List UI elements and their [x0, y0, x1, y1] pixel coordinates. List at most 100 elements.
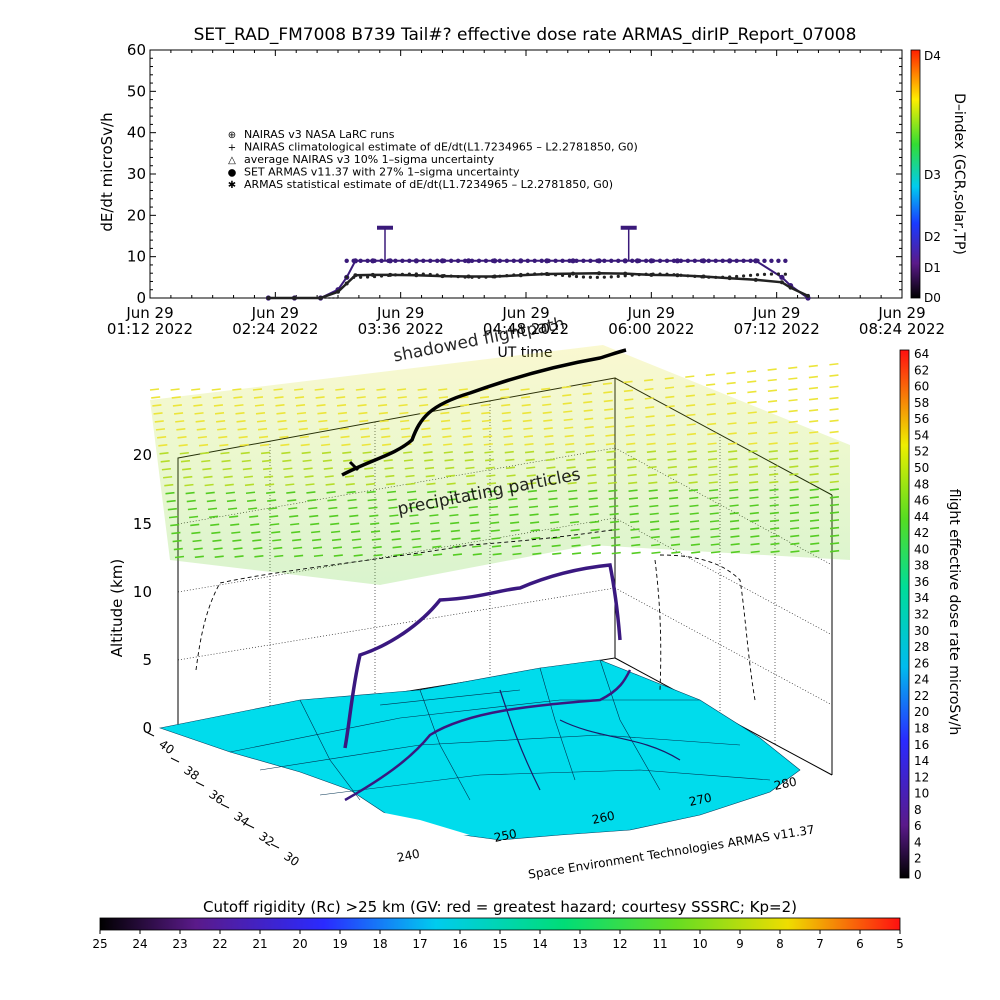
stat-marker — [505, 273, 509, 278]
dose-rate-tick-label: 36 — [914, 575, 929, 589]
particle-dash — [318, 419, 328, 423]
particle-dash — [419, 403, 429, 407]
dose-rate-tick-label: 28 — [914, 640, 929, 654]
top-y-tick-label: 40 — [127, 124, 146, 142]
top-x-tick-date: Jun 29 — [501, 304, 549, 322]
particle-dash — [749, 519, 760, 523]
dose-rate-tick-label: 64 — [914, 347, 929, 361]
particle-dash — [523, 427, 533, 430]
particle-dash — [347, 498, 357, 502]
particle-dash — [209, 515, 219, 519]
armas-marker — [400, 258, 405, 263]
particle-dash — [808, 375, 818, 379]
cutoff-rigidity-colorbar-group: Cutoff rigidity (Rc) >25 km (GV: red = g… — [92, 898, 903, 951]
armas-marker — [609, 258, 614, 263]
particle-dash — [309, 514, 319, 518]
series-point-1 — [788, 285, 793, 290]
particle-dash — [668, 481, 678, 484]
stat-marker — [540, 272, 544, 276]
particle-dash — [584, 426, 594, 429]
particle-dash — [486, 474, 496, 478]
altitude-tick-label: 10 — [133, 583, 152, 601]
stat-marker — [588, 275, 593, 279]
particle-dash — [571, 552, 582, 555]
particle-dash — [526, 466, 536, 470]
particle-dash — [687, 458, 697, 461]
particle-dash — [463, 443, 473, 446]
particle-dash — [506, 474, 516, 477]
stat-marker — [783, 272, 787, 276]
particle-dash — [361, 443, 371, 447]
latitude-tick-label: 38 — [181, 763, 202, 783]
stat-marker — [345, 275, 349, 279]
particle-dash — [294, 396, 305, 399]
particle-dash — [253, 547, 263, 550]
dose-rate-tick-label: 14 — [914, 754, 929, 768]
particle-dash — [462, 427, 472, 431]
stat-marker — [512, 273, 516, 277]
cutoff-tick-label: 25 — [92, 937, 107, 951]
particle-dash — [748, 432, 758, 435]
particle-dash — [213, 547, 223, 550]
particle-dash — [472, 545, 482, 548]
particle-dash — [366, 490, 376, 494]
particle-dash — [362, 451, 372, 454]
armas-marker — [435, 258, 440, 263]
dose-rate-tick-label: 30 — [914, 624, 929, 638]
particle-dash — [666, 433, 676, 436]
particle-dash — [503, 435, 513, 438]
stat-marker — [400, 272, 405, 277]
particle-dash — [769, 496, 779, 499]
dose-rate-tick-label: 26 — [914, 656, 929, 670]
particle-dash — [293, 546, 303, 550]
particle-dash — [450, 521, 460, 525]
cutoff-tick-label: 16 — [452, 937, 467, 951]
particle-dash — [305, 483, 315, 486]
particle-dash — [809, 465, 819, 468]
particle-dash — [809, 431, 819, 434]
particle-dash — [340, 435, 350, 439]
series-point-0 — [465, 258, 472, 264]
particle-dash — [808, 364, 818, 368]
armas-marker — [636, 258, 642, 263]
particle-dash — [730, 535, 740, 538]
particle-dash — [809, 480, 819, 484]
particle-dash — [706, 393, 716, 396]
particle-dash — [809, 472, 819, 476]
armas-marker — [351, 258, 356, 263]
particle-dash — [730, 550, 740, 554]
particle-dash — [230, 523, 240, 526]
particle-dash — [686, 404, 696, 407]
particle-dash — [688, 489, 699, 492]
armas-marker — [393, 258, 398, 263]
armas-marker — [365, 258, 370, 263]
dose-rate-tick-label: 58 — [914, 396, 929, 410]
particle-dash — [789, 503, 799, 507]
particle-dash — [462, 435, 472, 438]
particle-dash — [768, 421, 778, 424]
stat-marker — [672, 273, 676, 277]
stat-marker — [526, 272, 530, 276]
stat-marker — [700, 275, 704, 279]
particle-dash — [261, 459, 272, 463]
particle-dash — [379, 419, 389, 423]
particle-dash — [543, 419, 553, 422]
particle-dash — [350, 530, 361, 534]
particle-dash — [569, 513, 579, 516]
particle-dash — [396, 388, 407, 391]
particle-dash — [348, 506, 358, 510]
particle-dash — [447, 498, 458, 501]
latitude-tick-mark — [270, 843, 280, 849]
particle-dash — [192, 539, 202, 543]
particle-dash — [770, 534, 780, 538]
particle-dash — [542, 403, 552, 407]
particle-dash — [631, 551, 641, 555]
series-point-1 — [753, 277, 758, 282]
particle-dash — [809, 457, 819, 461]
top-x-tick-date: Jun 29 — [627, 304, 675, 322]
particle-dash — [308, 506, 318, 510]
particle-dash — [648, 497, 659, 500]
particle-dash — [322, 459, 332, 462]
stat-marker — [553, 273, 558, 277]
